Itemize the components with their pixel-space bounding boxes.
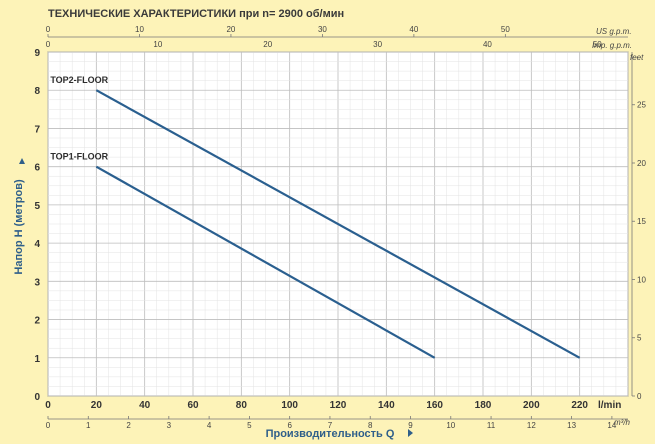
m3h-tick-label: 4 [207,421,212,430]
x-tick-label: 100 [281,400,298,411]
top-us-unit-label: US g.p.m. [596,27,632,36]
m3h-tick-label: 8 [368,421,373,430]
m3h-tick-label: 14 [607,421,616,430]
us-gpm-tick-label: 40 [409,25,418,34]
x-axis-arrow-icon [408,429,413,437]
y-tick-label: 3 [34,277,40,288]
imp-gpm-tick-label: 40 [483,40,492,49]
y-axis-title: Напор H (метров) [13,179,25,275]
series-line [95,165,436,359]
x-axis-title: Производительность Q [266,428,395,440]
m3h-tick-label: 6 [287,421,292,430]
top-imp-unit-label: Imp. g.p.m. [592,41,632,50]
m3h-tick-label: 3 [167,421,172,430]
imp-gpm-tick-label: 30 [373,40,382,49]
x-tick-label: 20 [91,400,103,411]
feet-tick-label: 25 [637,101,646,110]
y-tick-label: 2 [34,316,40,327]
us-gpm-tick-label: 10 [135,25,144,34]
feet-tick-label: 15 [637,217,646,226]
feet-tick-label: 20 [637,159,646,168]
series-label: TOP1-FLOOR [50,152,108,162]
m3h-tick-label: 10 [446,421,455,430]
x-secondary-unit-label: m³/h [614,418,631,427]
y-tick-label: 4 [34,239,40,250]
us-gpm-tick-label: 20 [226,25,235,34]
imp-gpm-tick-label: 10 [153,40,162,49]
feet-tick-label: 5 [637,334,642,343]
imp-gpm-tick-label: 0 [46,40,51,49]
y-tick-label: 5 [34,201,40,212]
x-tick-label: 120 [330,400,347,411]
y-tick-label: 0 [34,392,40,403]
y-tick-label: 6 [34,163,40,174]
m3h-tick-label: 11 [487,421,496,430]
us-gpm-tick-label: 50 [501,25,510,34]
y-tick-label: 9 [34,48,40,59]
chart-title: ТЕХНИЧЕСКИЕ ХАРАКТЕРИСТИКИ при n= 2900 о… [48,8,344,20]
m3h-tick-label: 2 [126,421,131,430]
imp-gpm-tick-label: 50 [593,40,602,49]
m3h-tick-label: 13 [567,421,576,430]
y-tick-label: 8 [34,86,40,97]
x-tick-label: 140 [378,400,395,411]
x-unit-label: l/min [598,400,621,411]
imp-gpm-tick-label: 20 [263,40,272,49]
feet-tick-label: 0 [637,392,642,401]
feet-tick-label: 10 [637,275,646,284]
x-tick-label: 220 [571,400,588,411]
y-axis-arrow-icon [19,158,25,164]
x-tick-label: 200 [523,400,540,411]
us-gpm-tick-label: 0 [46,25,51,34]
x-tick-label: 80 [236,400,248,411]
x-tick-label: 0 [45,400,51,411]
y-tick-label: 7 [34,124,40,135]
series-line [95,89,581,359]
m3h-tick-label: 1 [86,421,91,430]
series-lines: TOP1-FLOOR TOP2-FLOOR [50,75,581,359]
x-tick-label: 40 [139,400,151,411]
m3h-tick-label: 12 [527,421,536,430]
m3h-tick-label: 7 [328,421,333,430]
m3h-tick-label: 5 [247,421,252,430]
us-gpm-tick-label: 30 [318,25,327,34]
series-label: TOP2-FLOOR [50,75,108,85]
y-tick-label: 1 [34,354,40,365]
right-unit-label: feet [630,53,644,62]
m3h-tick-label: 0 [46,421,51,430]
m3h-tick-label: 9 [408,421,413,430]
x-tick-label: 160 [426,400,443,411]
x-tick-label: 60 [187,400,199,411]
grid [47,51,629,397]
x-tick-label: 180 [475,400,492,411]
